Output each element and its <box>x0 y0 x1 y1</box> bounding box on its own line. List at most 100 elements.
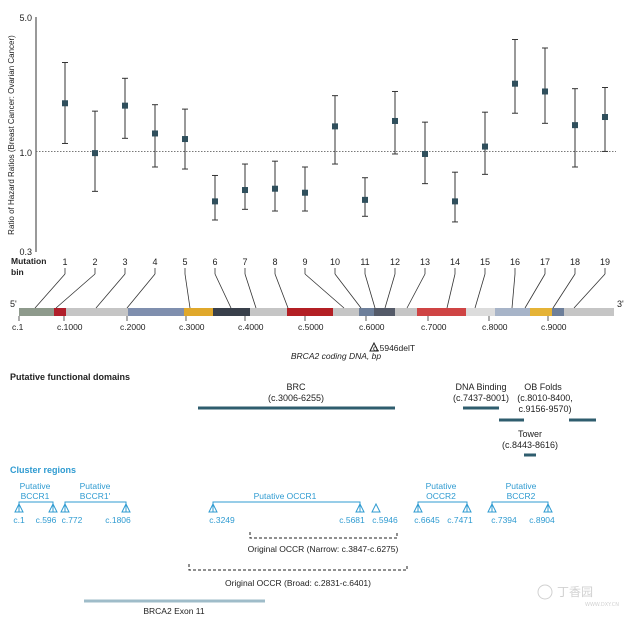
occr1-label: Putative OCCR1 <box>254 491 317 501</box>
position-label: c.1000 <box>57 322 83 332</box>
position-ticks: c.1 c.1000 c.2000 c.3000 c.4000 c.5000 c.6000 c… <box>12 316 567 332</box>
tower-name: Tower <box>518 429 542 439</box>
original-occr: Original OCCR (Narrow: c.3847-c.6275) Or… <box>188 532 408 588</box>
position-label: c.1 <box>12 322 24 332</box>
point-estimate <box>392 117 398 124</box>
five-prime-label: 5' <box>10 299 17 309</box>
gene-segment <box>66 308 128 316</box>
bin-number: 17 <box>540 257 550 267</box>
point-estimate <box>452 198 458 205</box>
point-estimate <box>212 198 218 205</box>
bin-connector <box>364 273 376 309</box>
bin-connector <box>446 273 456 309</box>
bin-connector <box>552 273 576 309</box>
pos-c5946: c.5946 <box>372 515 398 525</box>
bin-connector <box>304 273 345 309</box>
bin-number: 2 <box>92 257 97 267</box>
gene-segment <box>564 308 614 316</box>
position-label: c.7000 <box>421 322 447 332</box>
bccr1-prime-label-2: BCCR1' <box>80 491 111 501</box>
pos-c772: c.772 <box>62 515 83 525</box>
c5946-marker <box>371 502 381 513</box>
bin-connector <box>274 273 289 309</box>
position-label: c.4000 <box>238 322 264 332</box>
bccr1-prime-start-marker <box>60 502 70 513</box>
bin-connector <box>95 273 126 309</box>
gene-segment <box>333 308 359 316</box>
occr2-end-marker <box>462 502 472 513</box>
bccr2-label-1: Putative <box>506 481 537 491</box>
bin-number: 6 <box>212 257 217 267</box>
bin-number: 10 <box>330 257 340 267</box>
marker-label: c.5946delT <box>373 343 415 353</box>
gene-segment <box>19 308 54 316</box>
bin-number: 19 <box>600 257 610 267</box>
point-estimate <box>302 189 308 196</box>
watermark-name: 丁香园 <box>557 585 593 599</box>
bin-number: 3 <box>122 257 127 267</box>
y-tick-label: 1.0 <box>19 148 32 158</box>
bin-label: bin <box>11 267 24 277</box>
bccr1-end-marker <box>48 502 58 513</box>
gene-segment <box>287 308 333 316</box>
gene-segment <box>530 308 552 316</box>
functional-domains: Putative functional domains BRC (c.3006-… <box>10 372 596 457</box>
coding-dna-axis-title: BRCA2 coding DNA, bp <box>291 351 382 361</box>
position-label: c.3000 <box>179 322 205 332</box>
bccr1-prime-end-marker <box>121 502 131 513</box>
bin-connector <box>474 273 486 309</box>
bin-connector <box>511 273 516 309</box>
pos-c5681: c.5681 <box>339 515 365 525</box>
point-estimate <box>512 80 518 87</box>
bccr2-end-marker <box>543 502 553 513</box>
occr2-label-2: OCCR2 <box>426 491 456 501</box>
point-estimate <box>272 185 278 192</box>
pos-c3249: c.3249 <box>209 515 235 525</box>
watermark-logo-icon <box>537 584 553 600</box>
bccr2-label-2: BCCR2 <box>507 491 536 501</box>
gene-segment <box>54 308 66 316</box>
brc-name: BRC <box>286 382 306 392</box>
bin-number: 4 <box>152 257 157 267</box>
bin-connector <box>384 273 396 309</box>
pos-c7394: c.7394 <box>491 515 517 525</box>
bin-connector <box>244 273 257 309</box>
position-label: c.6000 <box>359 322 385 332</box>
gene-segment <box>250 308 287 316</box>
three-prime-label: 3' <box>617 299 624 309</box>
gene-segment <box>128 308 184 316</box>
dna-binding-range: (c.7437-8001) <box>453 393 509 403</box>
bin-connector <box>334 273 362 309</box>
point-estimate <box>152 130 158 137</box>
pos-c8904: c.8904 <box>529 515 555 525</box>
bin-number: 1 <box>62 257 67 267</box>
bin-connector <box>214 273 232 309</box>
bin-connector <box>184 273 191 309</box>
point-estimate <box>62 100 68 107</box>
position-label: c.8000 <box>482 322 508 332</box>
point-estimate <box>422 150 428 157</box>
gene-segment <box>417 308 466 316</box>
pos-c6645: c.6645 <box>414 515 440 525</box>
gene-segment <box>495 308 530 316</box>
watermark-url: WWW.DXY.CN <box>585 602 619 608</box>
dna-binding-name: DNA Binding <box>455 382 506 392</box>
y-tick-label: 0.3 <box>19 247 32 257</box>
occr-broad-label: Original OCCR (Broad: c.2831-c.6401) <box>225 578 371 588</box>
y-axis-title: Ratio of Hazard Ratios (Breast Cancer: O… <box>7 35 16 235</box>
gene-segment <box>395 308 417 316</box>
bccr1-prime-bracket <box>64 501 127 512</box>
bin-number: 5 <box>182 257 187 267</box>
occr2-bracket <box>417 501 468 512</box>
pos-c1: c.1 <box>13 515 25 525</box>
bin-number: 18 <box>570 257 580 267</box>
gene-segments <box>19 308 614 316</box>
bin-connector <box>406 273 426 309</box>
data-points <box>62 38 608 223</box>
cluster-regions-title: Cluster regions <box>10 465 76 475</box>
bin-number: 16 <box>510 257 520 267</box>
point-estimate <box>92 150 98 157</box>
cluster-regions: Cluster regions Putative BCCR1 Putative … <box>10 465 555 525</box>
forest-plot: 5.0 1.0 0.3 Ratio of Hazard Ratios (Brea… <box>7 13 616 277</box>
